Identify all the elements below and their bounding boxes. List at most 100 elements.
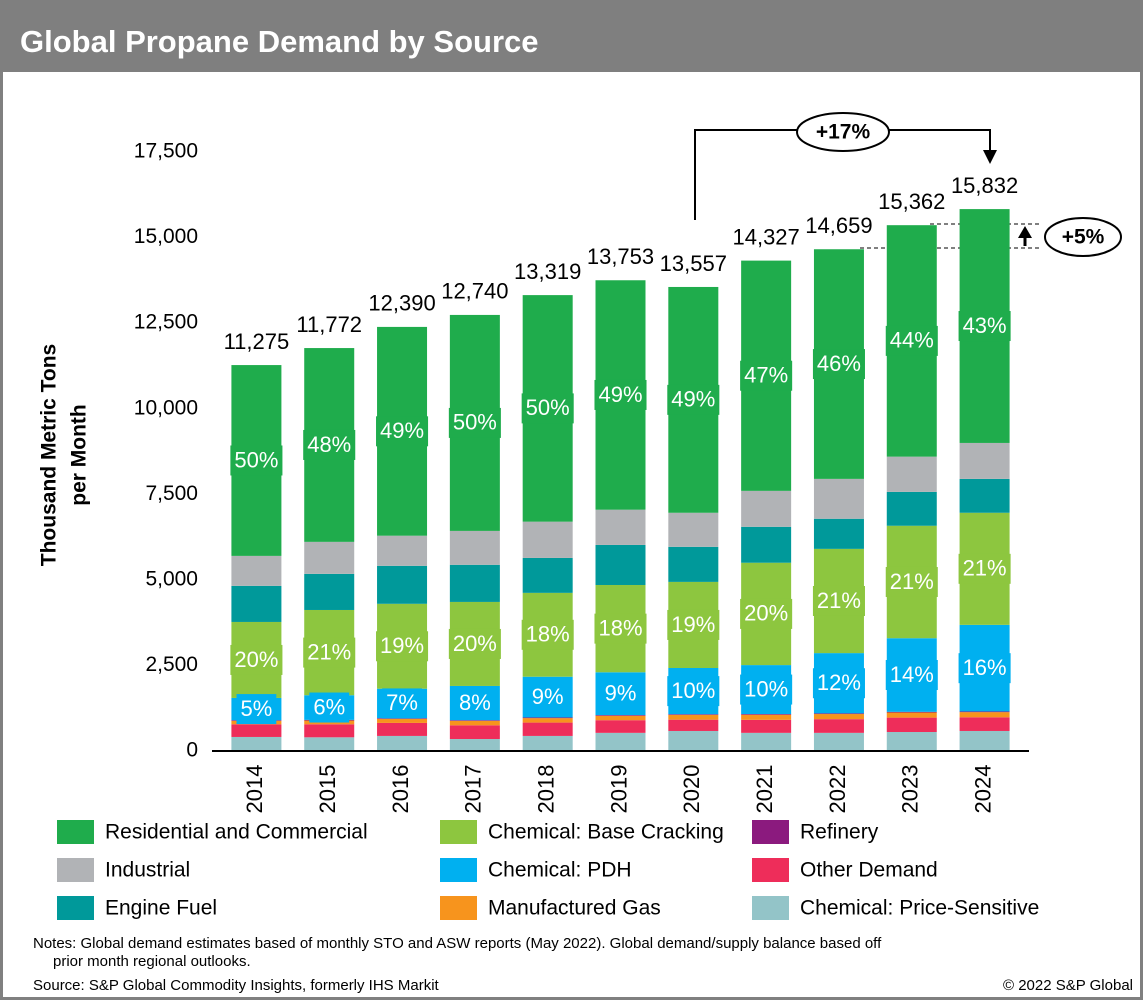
total-label: 14,659 (805, 213, 872, 238)
share-label-bg (885, 660, 938, 691)
bar-segment (595, 544, 646, 585)
share-label-bg (594, 613, 647, 644)
bar-segment (595, 715, 646, 716)
bar-segment (813, 518, 864, 549)
copyright: © 2022 S&P Global (1003, 977, 1133, 994)
annotation: +17% (816, 121, 871, 144)
legend-label: Manufactured Gas (488, 897, 661, 920)
bar-segment (886, 712, 937, 718)
share-label-bg (309, 692, 350, 723)
legend-label: Other Demand (800, 859, 938, 882)
share-label: 14% (890, 662, 934, 687)
share-label-bg (812, 585, 865, 616)
total-label: 11,275 (224, 329, 290, 354)
legend-label: Refinery (800, 821, 879, 844)
x-tick-label: 2018 (533, 765, 558, 814)
share-label-bg (594, 379, 647, 410)
share-label-bg (376, 416, 429, 447)
share-label: 20% (453, 631, 497, 656)
bar-segment (813, 714, 864, 720)
share-label-bg (740, 598, 793, 629)
share-label: 19% (671, 612, 715, 637)
legend-swatch (440, 896, 477, 920)
bar-segment (449, 564, 500, 602)
share-label-bg (958, 553, 1011, 584)
share-label: 49% (671, 387, 715, 412)
bar-segment (959, 717, 1010, 731)
share-label: 9% (532, 684, 564, 709)
bar-segment (522, 722, 573, 736)
bar-segment (668, 719, 719, 731)
x-tick-label: 2023 (898, 765, 923, 814)
share-label: 21% (963, 556, 1007, 581)
legend-swatch (440, 858, 477, 882)
arrow-head (983, 150, 997, 164)
bar-segment (231, 555, 282, 586)
bar-segment (886, 491, 937, 526)
legend-label: Residential and Commercial (105, 821, 368, 844)
bar-segment (813, 478, 864, 519)
legend-swatch (57, 858, 94, 882)
share-label: 10% (671, 678, 715, 703)
legend-swatch (752, 858, 789, 882)
legend-swatch (57, 820, 94, 844)
bar-segment (377, 722, 428, 736)
share-label: 21% (307, 639, 351, 664)
share-label: 16% (963, 655, 1007, 680)
bar-segment (741, 490, 792, 527)
bar-segment (231, 736, 282, 751)
bar-segment (595, 715, 646, 721)
share-label: 6% (313, 694, 345, 719)
bar-segment (668, 714, 719, 720)
share-label: 49% (598, 382, 642, 407)
share-label-bg (958, 311, 1011, 342)
bar-segment (522, 521, 573, 558)
share-label-bg (376, 631, 429, 662)
annotation-ellipse (796, 112, 890, 152)
bar-segment (522, 717, 573, 719)
total-label: 12,740 (441, 279, 508, 304)
bar-segment (449, 720, 500, 721)
y-tick-label: 12,500 (134, 311, 198, 334)
y-axis-label: per Month (68, 404, 91, 505)
bar-segment (595, 732, 646, 751)
bar-segment (959, 730, 1010, 751)
x-tick-label: 2019 (606, 765, 631, 814)
bar-segment (668, 730, 719, 751)
share-label: 20% (744, 601, 788, 626)
legend-label: Chemical: Price-Sensitive (800, 897, 1039, 920)
share-label-bg (885, 325, 938, 356)
bar-segment (304, 737, 355, 751)
bar-segment (377, 718, 428, 719)
bar-segment (304, 724, 355, 738)
share-label: 50% (234, 447, 278, 472)
share-label-bg (527, 682, 568, 713)
bar-segment (231, 724, 282, 737)
legend-label: Engine Fuel (105, 897, 217, 920)
share-label: 9% (605, 680, 637, 705)
share-label: 48% (307, 432, 351, 457)
bar-segment (886, 456, 937, 492)
annotation-ellipse (1044, 217, 1122, 257)
share-label-bg (454, 688, 495, 719)
chart-title: Global Propane Demand by Source (20, 24, 539, 59)
x-tick-label: 2016 (388, 765, 413, 814)
bar-segment (813, 732, 864, 751)
share-label: 46% (817, 351, 861, 376)
bar-segment (741, 719, 792, 733)
share-label-bg (236, 694, 277, 725)
x-tick-label: 2020 (679, 765, 704, 814)
share-label: 47% (744, 363, 788, 388)
bar-segment (231, 585, 282, 622)
x-tick-label: 2015 (315, 765, 340, 814)
bar-segment (377, 718, 428, 723)
share-label-bg (958, 653, 1011, 684)
share-label: 7% (386, 690, 418, 715)
bar-segment (886, 732, 937, 751)
bracket (889, 129, 991, 152)
share-label-bg (521, 393, 574, 424)
share-label: 20% (234, 647, 278, 672)
bar-segment (886, 711, 937, 713)
bar-segment (449, 725, 500, 740)
